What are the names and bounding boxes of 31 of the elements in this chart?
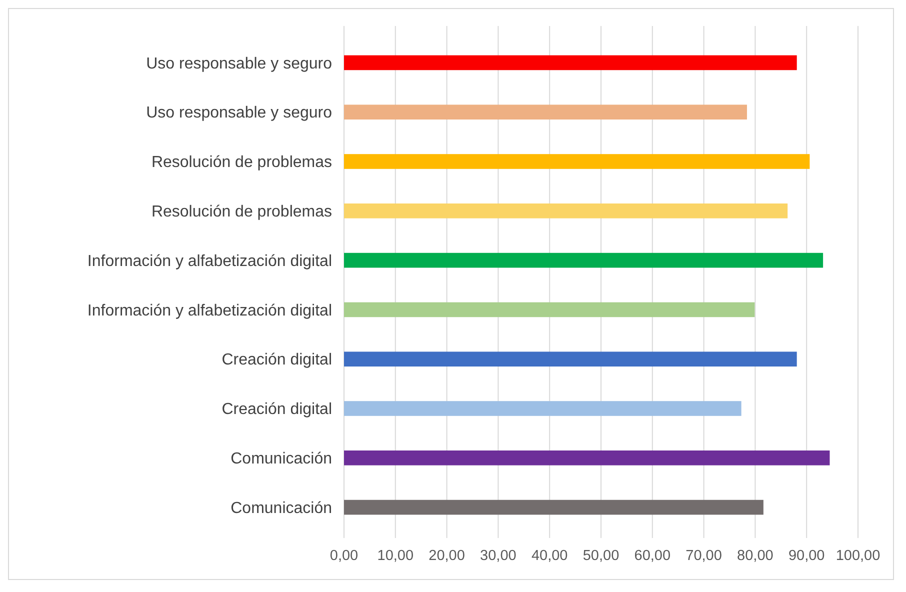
y-tick-label: Comunicación [230, 450, 332, 468]
bar [344, 203, 788, 218]
x-tick-label: 20,00 [428, 548, 465, 564]
bar [344, 352, 797, 367]
x-tick-label: 50,00 [582, 548, 620, 564]
y-tick-label: Comunicación [230, 500, 332, 517]
bar [344, 55, 797, 70]
x-tick-label: 80,00 [737, 548, 774, 564]
bar [344, 450, 830, 466]
x-tick-label: 90,00 [788, 548, 825, 564]
bar [344, 154, 810, 169]
x-tick-label: 70,00 [686, 548, 722, 564]
y-tick-label: Creación digital [222, 401, 332, 418]
bar [344, 302, 755, 318]
y-tick-label: Creación digital [222, 352, 332, 369]
bar [344, 104, 747, 120]
x-tick-label: 30,00 [480, 548, 516, 564]
bar [344, 401, 742, 416]
y-tick-label: Uso responsable y seguro [146, 55, 332, 72]
x-tick-label: 40,00 [531, 548, 568, 564]
bar [344, 500, 764, 515]
x-tick-label: 100,00 [836, 548, 880, 564]
x-tick-label: 0,00 [330, 548, 358, 564]
bar [344, 252, 824, 268]
y-tick-label: Resolución de problemas [151, 204, 332, 220]
x-tick-label: 10,00 [377, 548, 414, 564]
y-tick-label: Resolución de problemas [151, 154, 332, 172]
y-tick-label: Información y alfabetización digital [87, 302, 332, 320]
y-tick-label: Uso responsable y seguro [146, 104, 332, 122]
x-tick-label: 60,00 [634, 548, 671, 564]
y-tick-label: Información y alfabetización digital [87, 252, 332, 270]
